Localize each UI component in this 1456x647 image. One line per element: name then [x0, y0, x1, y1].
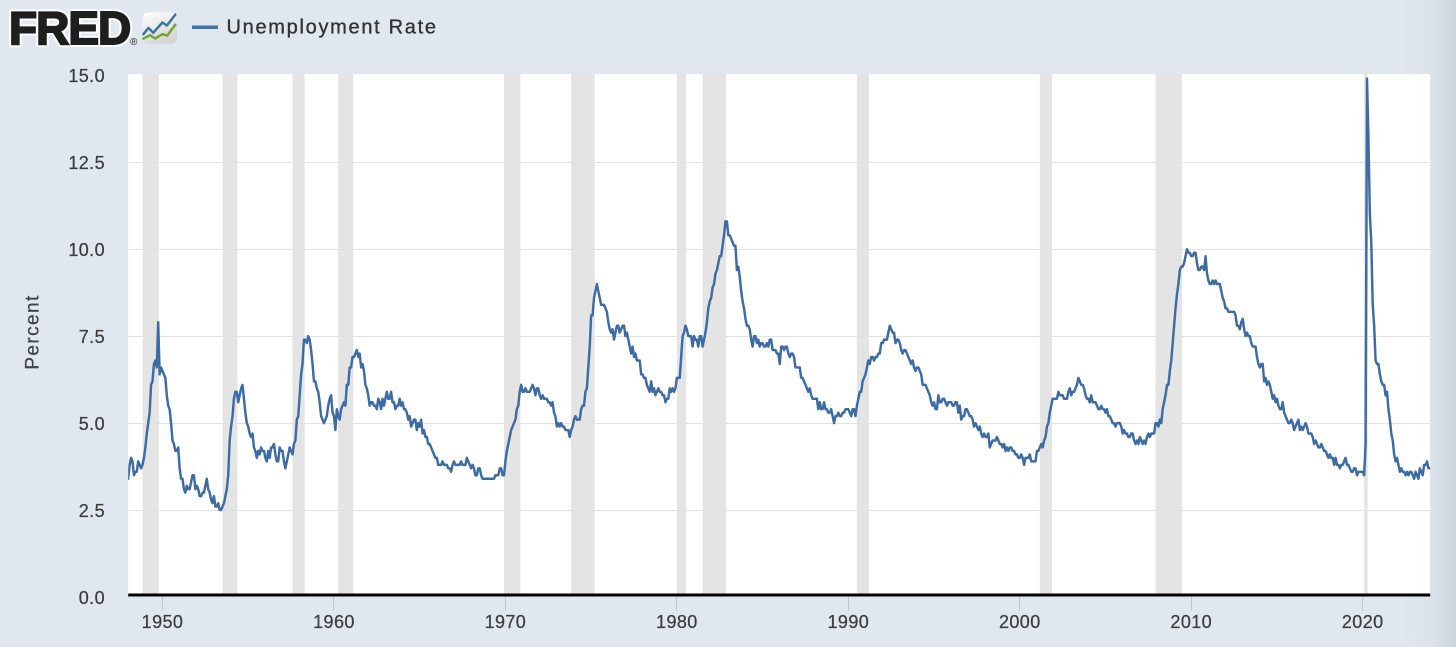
svg-text:FRED: FRED — [9, 2, 130, 54]
svg-text:1970: 1970 — [485, 612, 527, 632]
svg-text:2000: 2000 — [999, 612, 1041, 632]
svg-text:12.5: 12.5 — [68, 153, 105, 173]
svg-text:1990: 1990 — [828, 612, 870, 632]
svg-text:5.0: 5.0 — [79, 414, 105, 434]
svg-text:Unemployment Rate: Unemployment Rate — [227, 17, 438, 39]
svg-text:10.0: 10.0 — [68, 240, 105, 260]
svg-text:2020: 2020 — [1342, 612, 1384, 632]
svg-text:FRED: FRED — [9, 2, 130, 54]
svg-text:1960: 1960 — [313, 612, 355, 632]
svg-text:1980: 1980 — [656, 612, 698, 632]
svg-text:7.5: 7.5 — [79, 327, 105, 347]
svg-text:®: ® — [130, 37, 138, 48]
svg-text:1950: 1950 — [142, 612, 184, 632]
svg-text:2010: 2010 — [1170, 612, 1212, 632]
svg-text:0.0: 0.0 — [79, 588, 105, 608]
svg-text:15.0: 15.0 — [68, 66, 105, 86]
svg-text:Percent: Percent — [23, 294, 44, 369]
svg-text:2.5: 2.5 — [79, 501, 105, 521]
